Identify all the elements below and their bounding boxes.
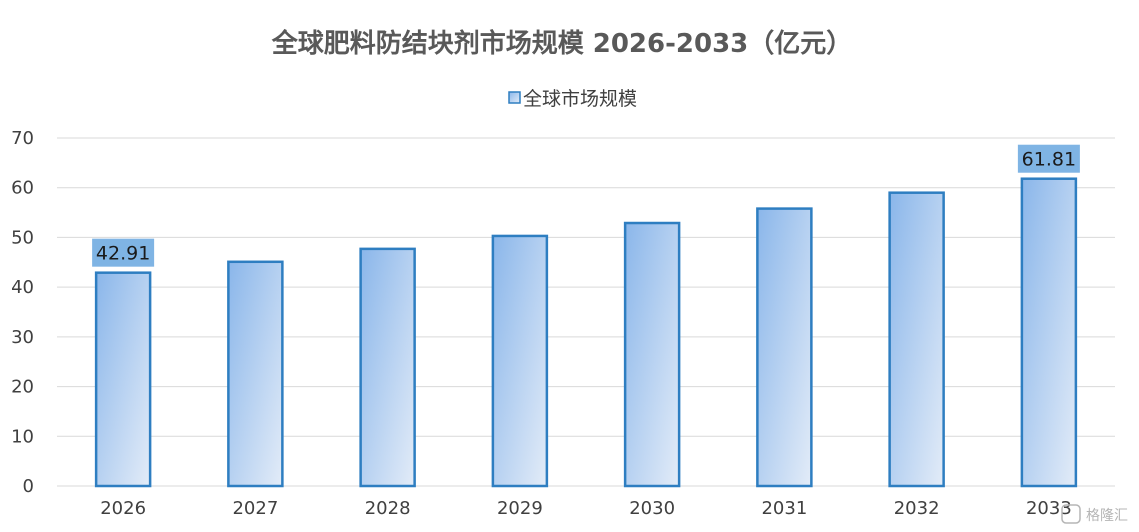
y-tick-label: 50 <box>11 227 34 248</box>
y-tick-label: 60 <box>11 178 34 199</box>
legend: 全球市场规模 <box>508 88 637 110</box>
x-category-label: 2032 <box>894 498 940 519</box>
data-label-2033: 61.81 <box>1017 144 1080 173</box>
data-label-text: 61.81 <box>1022 149 1076 171</box>
x-category-label: 2031 <box>761 498 807 519</box>
bar-2028 <box>359 247 416 488</box>
bar-2029 <box>491 234 549 488</box>
x-category-label: 2029 <box>497 498 543 519</box>
bar-2030 <box>623 221 681 488</box>
chart-title: 全球肥料防结块剂市场规模 2026-2033（亿元） <box>271 28 853 59</box>
legend-label: 全球市场规模 <box>523 88 637 110</box>
x-category-label: 2033 <box>1026 498 1072 519</box>
gridlines <box>57 137 1115 487</box>
watermark: 格隆汇 <box>1061 504 1128 524</box>
x-category-label: 2027 <box>232 498 278 519</box>
bar-2031 <box>756 207 813 488</box>
y-axis-ticks: 0 10 20 30 40 50 60 70 <box>11 128 34 497</box>
y-tick-label: 30 <box>11 327 34 348</box>
y-tick-label: 0 <box>23 476 34 497</box>
x-category-label: 2030 <box>629 498 675 519</box>
x-axis-categories: 2026 2027 2028 2029 2030 2031 2032 2033 <box>100 498 1072 519</box>
bars <box>94 177 1078 488</box>
bar-2032 <box>888 191 945 488</box>
y-tick-label: 10 <box>11 426 34 447</box>
y-tick-label: 20 <box>11 377 34 398</box>
watermark-logo-icon <box>1061 504 1081 524</box>
watermark-text: 格隆汇 <box>1086 508 1128 524</box>
bar-2033 <box>1020 177 1078 488</box>
data-label-text: 42.91 <box>96 243 150 265</box>
data-label-2026: 42.91 <box>92 238 155 267</box>
y-tick-label: 40 <box>11 277 34 298</box>
data-labels: 42.91 61.81 <box>92 144 1080 267</box>
bar-2026 <box>94 271 152 488</box>
x-category-label: 2028 <box>365 498 411 519</box>
y-tick-label: 70 <box>11 128 34 149</box>
data-label-background <box>1017 144 1080 173</box>
legend-swatch <box>508 91 521 104</box>
bar-2027 <box>227 260 284 488</box>
data-label-background <box>92 238 155 267</box>
x-category-label: 2026 <box>100 498 146 519</box>
